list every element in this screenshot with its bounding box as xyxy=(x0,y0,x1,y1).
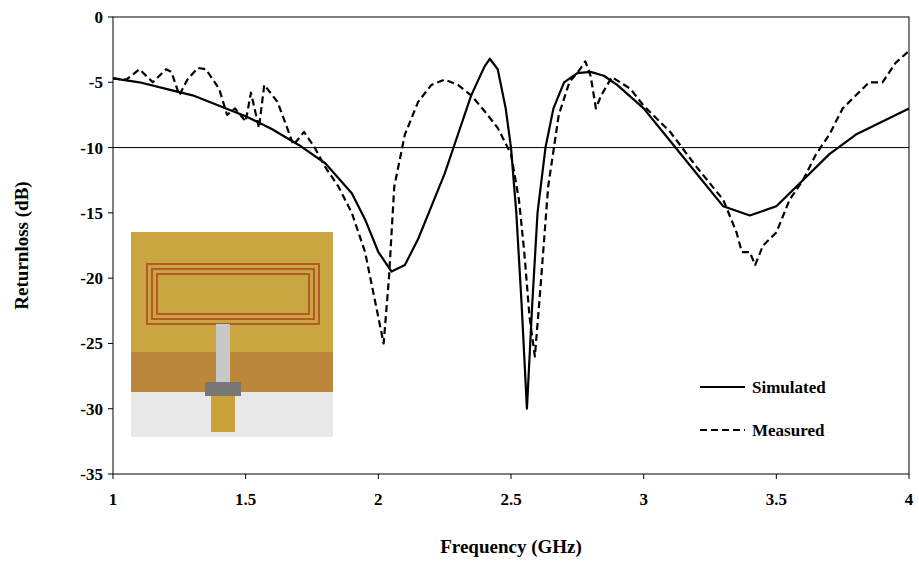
y-tick xyxy=(108,474,113,475)
photo-trace xyxy=(147,264,319,324)
photo-board xyxy=(131,232,333,437)
x-tick-label: 1 xyxy=(109,490,118,509)
x-tick xyxy=(643,474,644,479)
y-tick-label: -20 xyxy=(80,269,103,288)
y-tick xyxy=(108,278,113,279)
chart: -35 -30 -25 -20 -15 -10 -5 0 1 1.5 2 2.5 3 3.5 4 Freque… xyxy=(0,0,919,562)
y-tick-label: -25 xyxy=(80,334,103,353)
plot-area xyxy=(113,51,909,409)
legend-swatch xyxy=(700,429,745,431)
x-axis-title: Frequency (GHz) xyxy=(440,536,582,558)
y-tick xyxy=(108,343,113,344)
y-tick-label: -15 xyxy=(80,204,103,223)
x-tick-label: 2 xyxy=(374,490,383,509)
photo-connector xyxy=(211,396,235,432)
y-tick-label: -35 xyxy=(80,465,103,484)
y-tick-label: -10 xyxy=(80,139,103,158)
y-tick-label: 0 xyxy=(95,8,104,27)
y-tick xyxy=(108,82,113,83)
x-tick xyxy=(776,474,777,479)
y-axis-title: Returnloss (dB) xyxy=(11,181,33,309)
photo-background xyxy=(131,392,333,437)
plot-frame xyxy=(113,17,909,474)
legend-label: Simulated xyxy=(752,378,826,397)
y-tick xyxy=(108,147,113,148)
x-tick-label: 4 xyxy=(905,490,914,509)
x-tick-label: 3 xyxy=(639,490,648,509)
x-tick xyxy=(245,474,246,479)
y-tick-label: -5 xyxy=(89,73,103,92)
photo-feed xyxy=(216,324,230,384)
x-tick xyxy=(113,474,114,479)
x-tick xyxy=(909,474,910,479)
photo-trace xyxy=(157,274,309,314)
legend-label: Measured xyxy=(752,421,825,440)
y-tick xyxy=(108,17,113,18)
x-tick-label: 2.5 xyxy=(500,490,521,509)
x-tick xyxy=(511,474,512,479)
y-tick xyxy=(108,212,113,213)
x-tick-label: 3.5 xyxy=(766,490,787,509)
y-tick-label: -30 xyxy=(80,400,103,419)
photo-connector-nut xyxy=(205,382,241,396)
y-tick xyxy=(108,408,113,409)
photo-trace xyxy=(152,269,314,319)
x-tick xyxy=(378,474,379,479)
x-tick-label: 1.5 xyxy=(235,490,256,509)
legend-swatch xyxy=(700,386,745,388)
antenna-photo xyxy=(131,232,333,437)
